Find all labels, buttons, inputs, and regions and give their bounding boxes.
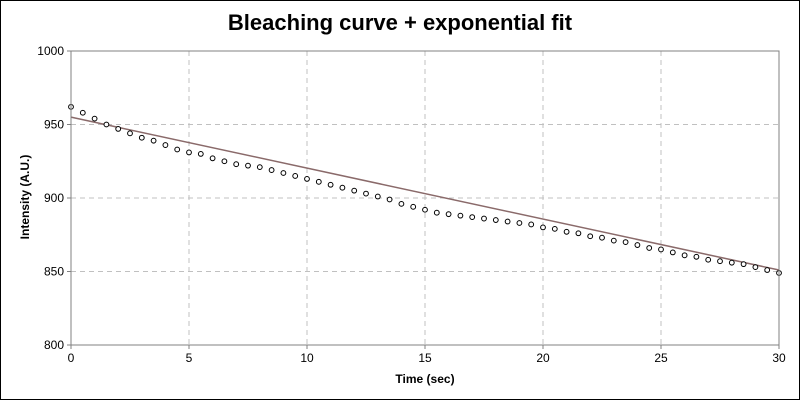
data-point (256, 164, 263, 171)
data-point (528, 221, 535, 228)
y-tick-label: 900 (44, 191, 64, 205)
data-point (457, 212, 464, 219)
data-point (551, 225, 558, 232)
data-point (634, 242, 641, 248)
data-point (91, 115, 98, 122)
data-point (681, 252, 688, 259)
data-point (410, 203, 417, 210)
data-point (481, 215, 487, 222)
x-tick-label: 15 (418, 351, 432, 365)
data-point (280, 170, 287, 176)
data-point (138, 134, 145, 141)
data-point (563, 228, 570, 235)
data-point (398, 200, 405, 207)
fit-layer (70, 116, 780, 271)
data-point (422, 206, 428, 213)
data-point (209, 155, 216, 162)
x-tick-label: 20 (536, 351, 550, 365)
x-tick-label: 25 (654, 351, 668, 365)
y-tick-label: 850 (44, 265, 64, 279)
data-point (79, 109, 86, 116)
ticks-layer: 0 5 10 15 20 25 30 800 850 900 950 1000 (37, 44, 786, 365)
data-point (197, 151, 204, 157)
points-layer (68, 103, 782, 276)
data-point (575, 230, 582, 237)
data-point (339, 184, 346, 191)
data-point (717, 258, 723, 265)
data-point (304, 175, 310, 182)
exponential-fit-line (70, 116, 780, 271)
data-point (268, 167, 275, 173)
y-axis-label: Intensity (A.U.) (18, 155, 32, 240)
x-tick-label: 30 (772, 351, 786, 365)
data-point (587, 233, 594, 240)
data-point (658, 246, 664, 253)
data-point (669, 249, 676, 256)
data-point (186, 149, 192, 156)
data-point (740, 261, 747, 268)
data-point (115, 126, 122, 132)
data-point (433, 209, 440, 216)
data-point (162, 142, 169, 148)
data-point (245, 162, 251, 169)
x-tick-label: 5 (186, 351, 193, 365)
data-point (693, 253, 700, 260)
data-point (504, 218, 511, 225)
y-tick-label: 1000 (37, 44, 64, 58)
data-point (103, 121, 110, 128)
data-point (445, 211, 452, 218)
data-point (386, 196, 393, 203)
data-point (610, 237, 617, 244)
data-point (492, 217, 499, 223)
y-tick-label: 800 (44, 338, 64, 352)
data-point (292, 173, 299, 179)
data-point (127, 130, 133, 137)
data-point (646, 245, 653, 251)
data-point (174, 146, 181, 153)
x-tick-label: 10 (300, 351, 314, 365)
data-point (752, 264, 759, 270)
data-point (221, 158, 228, 165)
data-point (327, 181, 334, 188)
data-point (705, 256, 712, 263)
data-point (351, 187, 358, 194)
data-point (374, 193, 381, 200)
x-axis-label: Time (sec) (395, 372, 454, 386)
data-point (363, 190, 369, 197)
data-point (516, 220, 523, 226)
chart-title: Bleaching curve + exponential fit (228, 10, 573, 35)
data-point (540, 224, 546, 231)
y-tick-label: 950 (44, 118, 64, 132)
x-tick-label: 0 (68, 351, 75, 365)
data-point (622, 239, 629, 246)
data-point (233, 161, 240, 168)
data-point (764, 267, 771, 273)
data-point (599, 234, 605, 241)
data-point (150, 137, 157, 144)
data-point (315, 178, 322, 185)
data-point (469, 214, 476, 221)
data-point (728, 259, 735, 266)
grid-layer (71, 51, 779, 345)
